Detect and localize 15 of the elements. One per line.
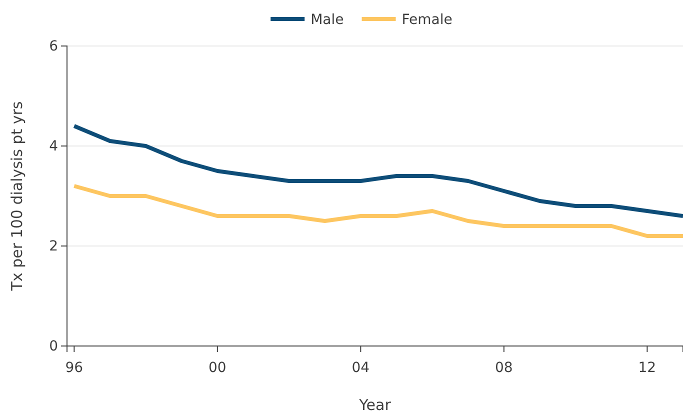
y-tick-label: 4 — [49, 138, 58, 154]
legend-label: Male — [310, 12, 344, 28]
y-tick-label: 6 — [49, 38, 58, 54]
x-tick-label: 04 — [352, 360, 370, 376]
y-tick-label: 2 — [49, 238, 58, 254]
y-axis-title: Tx per 100 dialysis pt yrs — [8, 101, 26, 292]
x-axis-title: Year — [358, 396, 392, 414]
x-tick-label: 08 — [495, 360, 513, 376]
x-tick-label: 00 — [208, 360, 226, 376]
line-series — [72, 184, 683, 238]
legend-label: Female — [402, 12, 452, 28]
x-tick-label: 96 — [65, 360, 84, 376]
line-series — [72, 124, 683, 218]
x-tick-label: 12 — [638, 360, 656, 376]
y-tick-label: 0 — [49, 338, 58, 354]
